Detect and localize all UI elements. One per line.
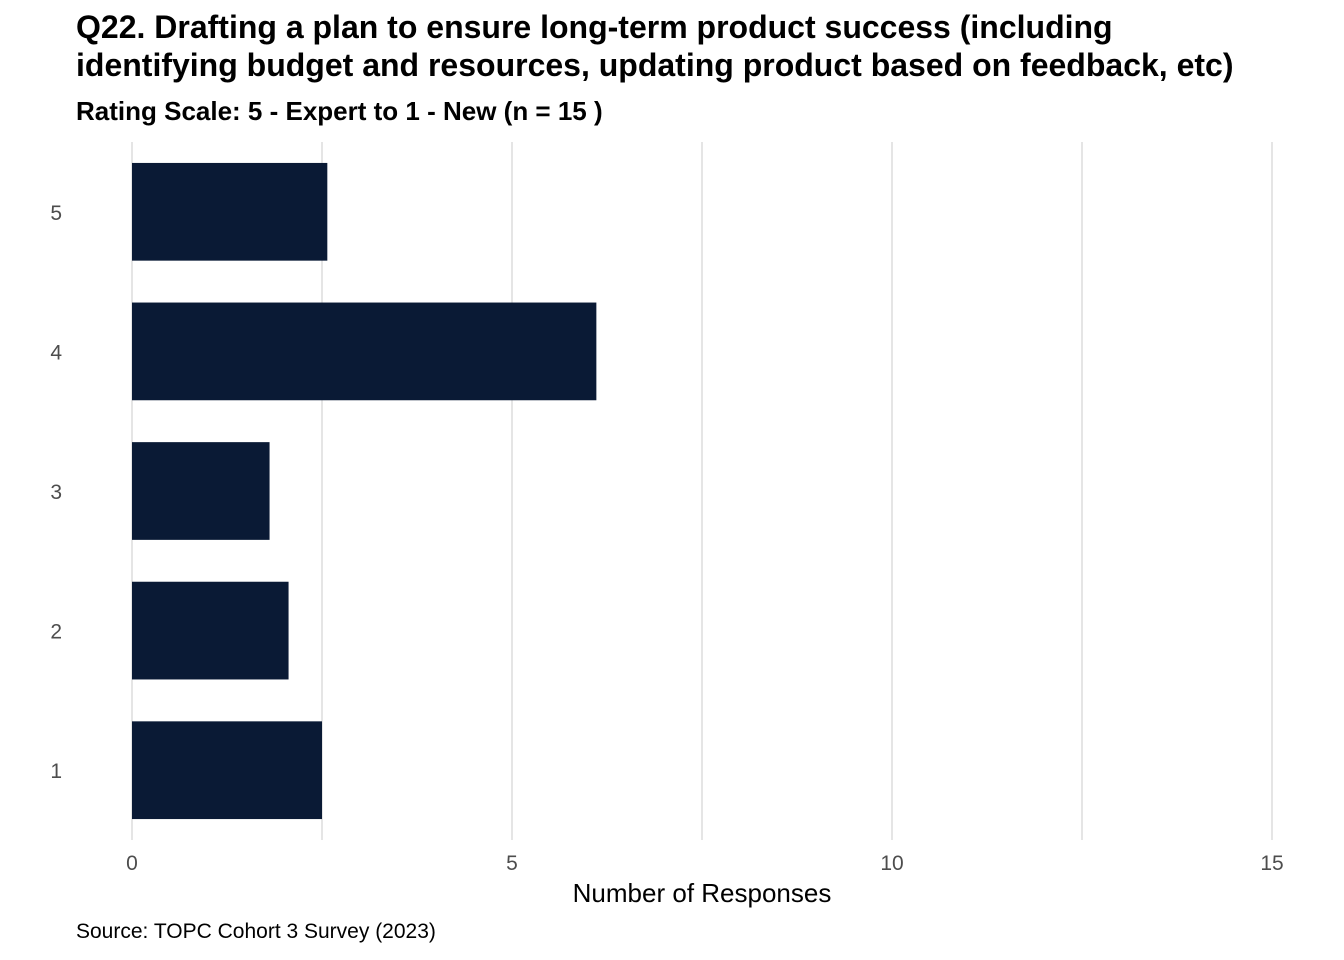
x-axis-title: Number of Responses [573,878,832,908]
bar-rating-4 [132,302,597,401]
x-tick-label: 5 [506,852,518,875]
y-tick-label: 5 [50,202,62,225]
bar-rating-2 [132,581,289,680]
y-tick-label: 4 [50,341,62,364]
y-tick-label: 3 [50,481,62,504]
bar-rating-5 [132,162,328,261]
x-axis-tick-labels: 0 5 10 15 [126,852,1284,875]
x-tick-label: 0 [126,852,138,875]
chart-caption: Source: TOPC Cohort 3 Survey (2023) [76,920,436,943]
bar-rating-3 [132,442,270,540]
y-tick-label: 2 [50,621,62,644]
y-tick-label: 1 [50,760,62,783]
bar-rating-1 [132,721,322,820]
y-axis-tick-labels: 5 4 3 2 1 [50,202,62,783]
chart-subtitle: Rating Scale: 5 - Expert to 1 - New (n =… [76,96,603,126]
x-tick-label: 15 [1260,852,1283,875]
chart-title: Q22. Drafting a plan to ensure long-term… [76,9,1234,83]
x-tick-label: 10 [880,852,903,875]
bars [132,162,597,820]
